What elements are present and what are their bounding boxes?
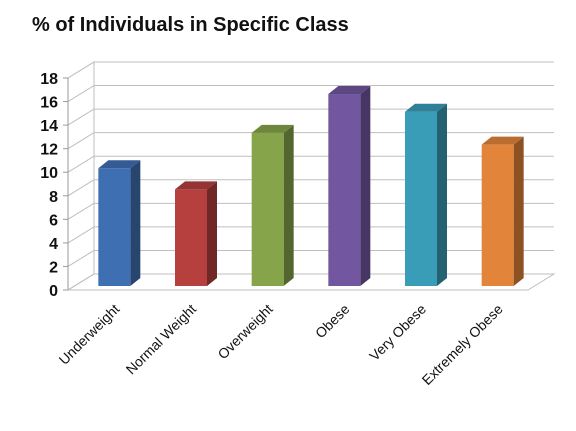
bar-top bbox=[405, 103, 447, 112]
bar-side bbox=[360, 86, 371, 287]
y-tick-label: 0 bbox=[49, 283, 58, 300]
bar-side bbox=[130, 160, 141, 286]
gridline-side bbox=[67, 108, 95, 126]
bar bbox=[98, 168, 131, 286]
x-tick-label: Obese bbox=[312, 301, 353, 342]
y-tick-label: 12 bbox=[40, 142, 58, 159]
bar-top bbox=[175, 181, 217, 190]
gridline-side bbox=[67, 273, 95, 291]
gridline-side bbox=[67, 179, 95, 197]
gridline-side bbox=[67, 226, 95, 244]
x-tick-label: Overweight bbox=[214, 301, 275, 362]
bar bbox=[328, 94, 361, 287]
side-wall bbox=[67, 61, 95, 291]
x-tick-label: Extremely Obese bbox=[419, 301, 506, 388]
bar-side bbox=[207, 181, 217, 286]
bar-top bbox=[98, 160, 141, 169]
y-tick-label: 18 bbox=[40, 71, 58, 88]
bar-top bbox=[251, 124, 294, 133]
gridline-side bbox=[67, 61, 95, 79]
bar-side bbox=[437, 103, 447, 286]
chart-title: % of Individuals in Specific Class bbox=[32, 14, 349, 36]
y-tick-label: 8 bbox=[49, 189, 58, 206]
bar bbox=[481, 144, 514, 286]
y-tick-label: 16 bbox=[40, 95, 58, 112]
y-tick-label: 6 bbox=[49, 212, 58, 229]
x-tick-label: Normal Weight bbox=[123, 301, 200, 378]
gridline-side bbox=[67, 132, 95, 150]
gridline-side bbox=[67, 85, 95, 102]
x-tick-label: Underweight bbox=[56, 301, 123, 368]
floor bbox=[66, 273, 556, 291]
bar bbox=[405, 111, 437, 286]
bar-top bbox=[481, 136, 524, 145]
bar-side bbox=[283, 124, 294, 286]
gridline-side bbox=[67, 250, 95, 267]
bar bbox=[175, 189, 207, 286]
gridline-side bbox=[67, 155, 95, 173]
bar-top bbox=[328, 86, 371, 95]
y-tick-label: 2 bbox=[49, 259, 58, 276]
y-tick-label: 10 bbox=[40, 165, 58, 182]
bar bbox=[251, 132, 284, 286]
y-tick-label: 14 bbox=[40, 118, 58, 135]
bar-side bbox=[513, 136, 524, 286]
gridline-side bbox=[67, 202, 95, 220]
x-tick-label: Very Obese bbox=[366, 301, 429, 364]
y-tick-label: 4 bbox=[49, 236, 58, 253]
